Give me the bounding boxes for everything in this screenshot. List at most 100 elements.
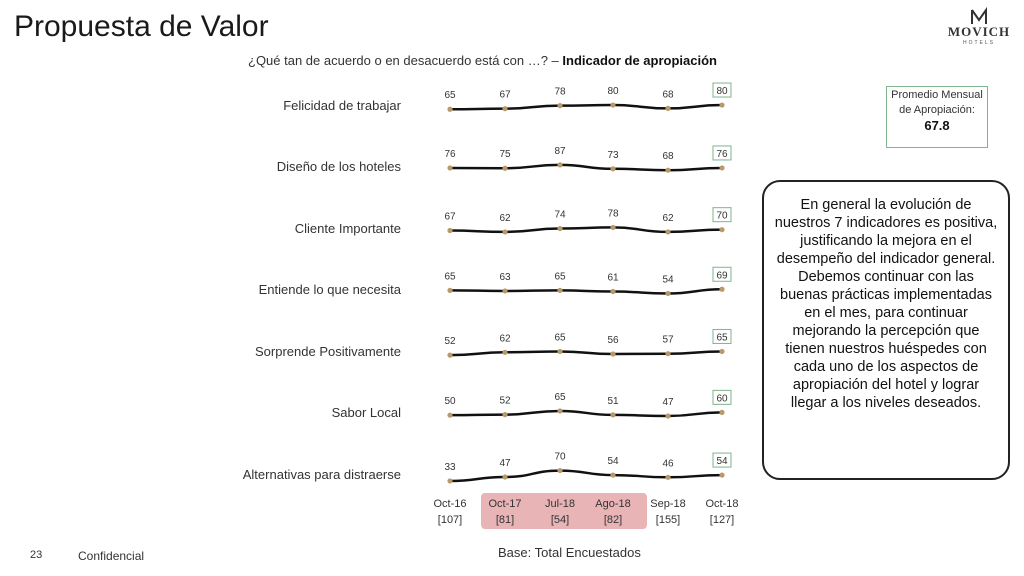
data-label: 65 xyxy=(554,271,566,282)
average-label: Promedio Mensual de Apropiación: xyxy=(891,89,983,116)
series-line xyxy=(449,288,723,295)
page-number: 23 xyxy=(30,549,43,561)
data-label: 75 xyxy=(499,149,511,160)
data-point xyxy=(719,102,725,108)
comment-box: En general la evolución de nuestros 7 in… xyxy=(762,180,1010,480)
data-point xyxy=(447,227,453,234)
data-point xyxy=(502,412,508,418)
x-tick-base: [81] xyxy=(495,514,515,526)
data-label: 60 xyxy=(716,393,728,404)
data-label: 69 xyxy=(716,270,728,281)
data-point xyxy=(665,351,671,357)
base-note: Base: Total Encuestados xyxy=(498,545,641,560)
data-point xyxy=(610,412,616,418)
data-point xyxy=(665,474,671,480)
data-point xyxy=(502,165,508,171)
data-point xyxy=(447,106,453,112)
data-label: 73 xyxy=(607,150,619,161)
subtitle-question: ¿Qué tan de acuerdo o en desacuerdo está… xyxy=(248,53,559,68)
page-title: Propuesta de Valor xyxy=(14,10,269,43)
confidential-label: Confidencial xyxy=(78,549,145,563)
data-point xyxy=(610,351,616,357)
logo-sub: HOTELS xyxy=(962,40,995,46)
data-label: 65 xyxy=(554,332,566,343)
data-point xyxy=(610,224,616,231)
series-label: Felicidad de trabajar xyxy=(283,98,401,113)
data-point xyxy=(719,409,725,415)
latest-value-box xyxy=(712,452,732,468)
data-label: 62 xyxy=(499,333,511,344)
series-line xyxy=(449,409,723,418)
data-point xyxy=(502,288,508,294)
data-point xyxy=(447,412,453,418)
data-point xyxy=(610,288,616,295)
series-label: Diseño de los hoteles xyxy=(276,159,401,174)
data-point xyxy=(719,227,725,233)
x-tick-label: Oct-17 xyxy=(488,498,522,510)
data-label: 87 xyxy=(554,146,566,157)
average-value: 67.8 xyxy=(924,118,950,133)
data-point xyxy=(610,472,616,478)
data-label: 54 xyxy=(607,456,619,467)
x-tick-label: Sep-18 xyxy=(650,498,686,510)
data-label: 76 xyxy=(716,149,728,160)
series-line xyxy=(449,469,723,483)
x-tick-base: [127] xyxy=(709,514,735,526)
data-point xyxy=(719,286,725,292)
series-line xyxy=(449,350,723,357)
latest-value-box xyxy=(712,328,732,344)
latest-value-box xyxy=(712,389,732,405)
data-point xyxy=(502,349,508,355)
subtitle-indicator: Indicador de apropiación xyxy=(562,53,717,68)
x-tick-base: [155] xyxy=(655,514,681,526)
latest-value-box xyxy=(712,145,732,161)
data-point xyxy=(665,105,671,111)
data-point xyxy=(447,478,453,484)
x-tick-label: Oct-16 xyxy=(433,498,467,510)
data-label: 63 xyxy=(499,272,511,283)
data-label: 76 xyxy=(444,149,456,160)
data-point xyxy=(665,413,671,419)
x-tick-label: Jul-18 xyxy=(545,498,575,510)
data-label: 74 xyxy=(554,210,566,221)
logo-name: MOVICH xyxy=(947,24,1011,39)
data-label: 46 xyxy=(662,458,674,469)
data-point xyxy=(557,348,563,355)
data-label: 70 xyxy=(554,452,566,463)
data-label: 52 xyxy=(444,336,456,347)
x-tick-base: [82] xyxy=(603,514,623,526)
data-label: 80 xyxy=(716,86,728,97)
average-box: Promedio Mensual de Apropiación: 67.8 xyxy=(886,86,988,148)
data-point xyxy=(447,287,453,293)
data-label: 56 xyxy=(607,335,619,346)
data-label: 33 xyxy=(444,462,456,473)
data-label: 65 xyxy=(444,90,456,101)
data-point xyxy=(557,103,563,109)
data-label: 47 xyxy=(662,397,674,408)
latest-value-box xyxy=(712,82,732,98)
series-label: Entiende lo que necesita xyxy=(258,282,401,297)
chart-subtitle: ¿Qué tan de acuerdo o en desacuerdo está… xyxy=(248,53,717,68)
movich-logo-icon xyxy=(971,6,987,24)
data-point xyxy=(557,408,563,414)
data-point xyxy=(665,229,671,235)
data-point xyxy=(610,166,616,172)
data-label: 67 xyxy=(444,212,456,223)
data-point xyxy=(502,474,508,480)
data-point xyxy=(557,162,563,168)
series-label: Sabor Local xyxy=(331,405,401,420)
data-point xyxy=(557,287,563,293)
data-point xyxy=(665,290,671,297)
series-label: Alternativas para distraerse xyxy=(242,467,401,482)
data-label: 61 xyxy=(607,273,619,284)
data-point xyxy=(719,348,725,355)
data-point xyxy=(502,106,508,112)
series-line xyxy=(449,163,723,172)
data-point xyxy=(719,165,725,171)
data-label: 62 xyxy=(662,213,674,224)
data-label: 65 xyxy=(716,332,728,343)
data-label: 57 xyxy=(662,335,674,346)
series-line xyxy=(449,103,723,111)
data-point xyxy=(665,167,671,173)
data-point xyxy=(610,102,616,108)
